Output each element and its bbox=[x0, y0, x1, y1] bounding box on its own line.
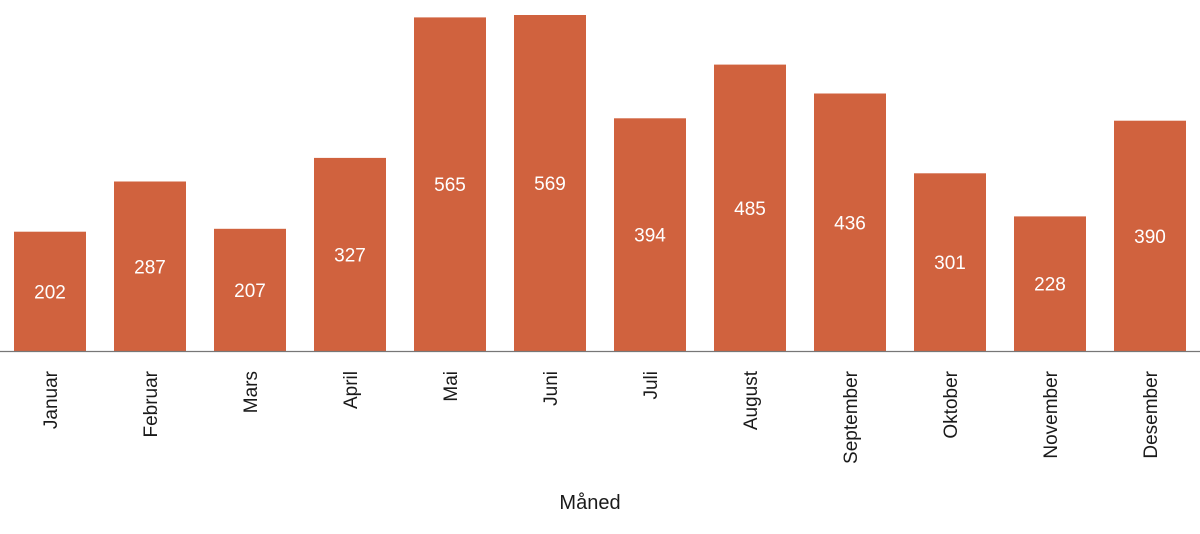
x-tick-label-august: August bbox=[741, 370, 762, 430]
value-label-juni: 569 bbox=[534, 174, 566, 195]
bar-juli bbox=[614, 118, 686, 351]
x-tick-label-februar: Februar bbox=[141, 370, 162, 437]
x-tick-label-juni: Juni bbox=[541, 371, 562, 406]
bar-april bbox=[314, 157, 386, 351]
value-label-november: 228 bbox=[1034, 275, 1066, 296]
bar-desember bbox=[1114, 120, 1186, 351]
x-tick-label-mars: Mars bbox=[241, 371, 262, 413]
x-axis-title: Måned bbox=[559, 492, 620, 514]
bar-august bbox=[714, 64, 786, 351]
x-tick-label-mai: Mai bbox=[441, 371, 462, 402]
x-tick-label-juli: Juli bbox=[641, 371, 662, 400]
bar-februar bbox=[114, 181, 186, 351]
x-tick-labels-layer: Januar Februar Mars April Mai Juni Juli August S… bbox=[41, 370, 1162, 464]
bar-november bbox=[1014, 216, 1086, 351]
value-label-mai: 565 bbox=[434, 175, 466, 196]
value-label-april: 327 bbox=[334, 246, 366, 267]
value-label-august: 485 bbox=[734, 199, 766, 220]
value-label-september: 436 bbox=[834, 213, 866, 234]
value-label-mars: 207 bbox=[234, 281, 266, 302]
bar-juni bbox=[514, 15, 586, 351]
x-tick-label-desember: Desember bbox=[1141, 370, 1162, 458]
value-label-oktober: 301 bbox=[934, 253, 966, 274]
bar-mars bbox=[214, 228, 286, 351]
bars-layer bbox=[14, 15, 1186, 352]
bar-september bbox=[814, 93, 886, 351]
value-label-desember: 390 bbox=[1134, 227, 1166, 248]
bar-oktober bbox=[914, 173, 986, 351]
bar-mai bbox=[414, 17, 486, 352]
value-label-januar: 202 bbox=[34, 282, 66, 303]
x-tick-label-april: April bbox=[341, 371, 362, 409]
x-tick-label-september: September bbox=[841, 370, 862, 464]
x-tick-label-januar: Januar bbox=[41, 370, 62, 429]
value-labels-layer: 202 287 207 327 565 569 394 485 436 301 228 390 bbox=[34, 174, 1166, 303]
value-label-februar: 287 bbox=[134, 257, 166, 278]
x-tick-label-november: November bbox=[1041, 370, 1062, 458]
bar-januar bbox=[14, 231, 86, 351]
value-label-juli: 394 bbox=[634, 226, 666, 247]
x-tick-label-oktober: Oktober bbox=[941, 370, 962, 438]
